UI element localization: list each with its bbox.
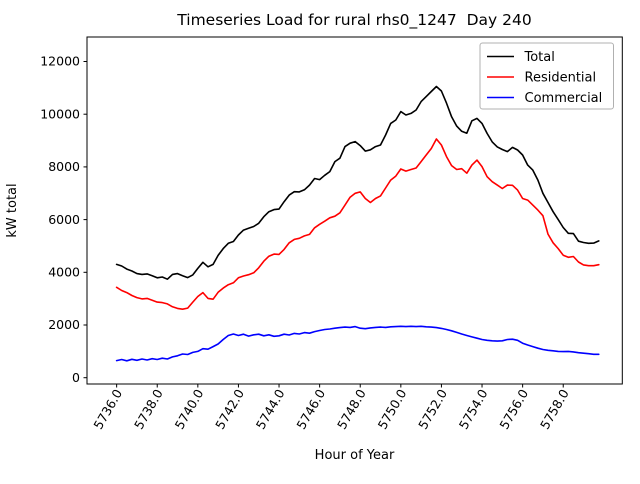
x-tick-label: 5738.0 [131,386,166,431]
y-tick-label: 0 [72,370,80,385]
plot-border [86,36,623,385]
line-total [115,85,600,281]
x-tick-label: 5756.0 [496,386,531,431]
x-tick-label: 5744.0 [253,386,288,431]
legend-label-total: Total [524,50,555,65]
y-axis: 0 2000 4000 6000 8000 10000 12000 [40,54,87,385]
x-tick-label: 5752.0 [415,386,450,431]
y-tick-label: 8000 [48,159,80,174]
y-tick-label: 10000 [40,106,80,121]
legend-label-residential: Residential [525,71,597,86]
x-tick-label: 5750.0 [375,386,410,431]
x-axis: 5736.0 5738.0 5740.0 5742.0 5744.0 5746.0 5748… [90,384,572,432]
x-tick-label: 5746.0 [293,386,328,431]
chart-title: Timeseries Load for rural rhs0_1247 Day … [176,11,531,30]
x-tick-label: 5758.0 [537,386,572,431]
x-tick-label: 5740.0 [172,386,207,431]
legend-label-commercial: Commercial [525,91,603,106]
line-residential [115,138,600,311]
x-tick-label: 5754.0 [456,386,491,431]
y-tick-label: 6000 [48,212,80,227]
x-tick-label: 5748.0 [334,386,369,431]
legend: Total Residential Commercial [479,42,614,110]
plot-lines [115,85,600,362]
x-tick-label: 5742.0 [212,386,247,431]
y-axis-label: kW total [5,183,20,237]
legend-box [479,42,614,110]
y-tick-label: 12000 [40,54,80,69]
y-tick-label: 4000 [48,265,80,280]
line-commercial [115,325,600,362]
y-tick-label: 2000 [48,317,80,332]
x-tick-label: 5736.0 [90,386,125,431]
x-axis-label: Hour of Year [315,448,395,463]
